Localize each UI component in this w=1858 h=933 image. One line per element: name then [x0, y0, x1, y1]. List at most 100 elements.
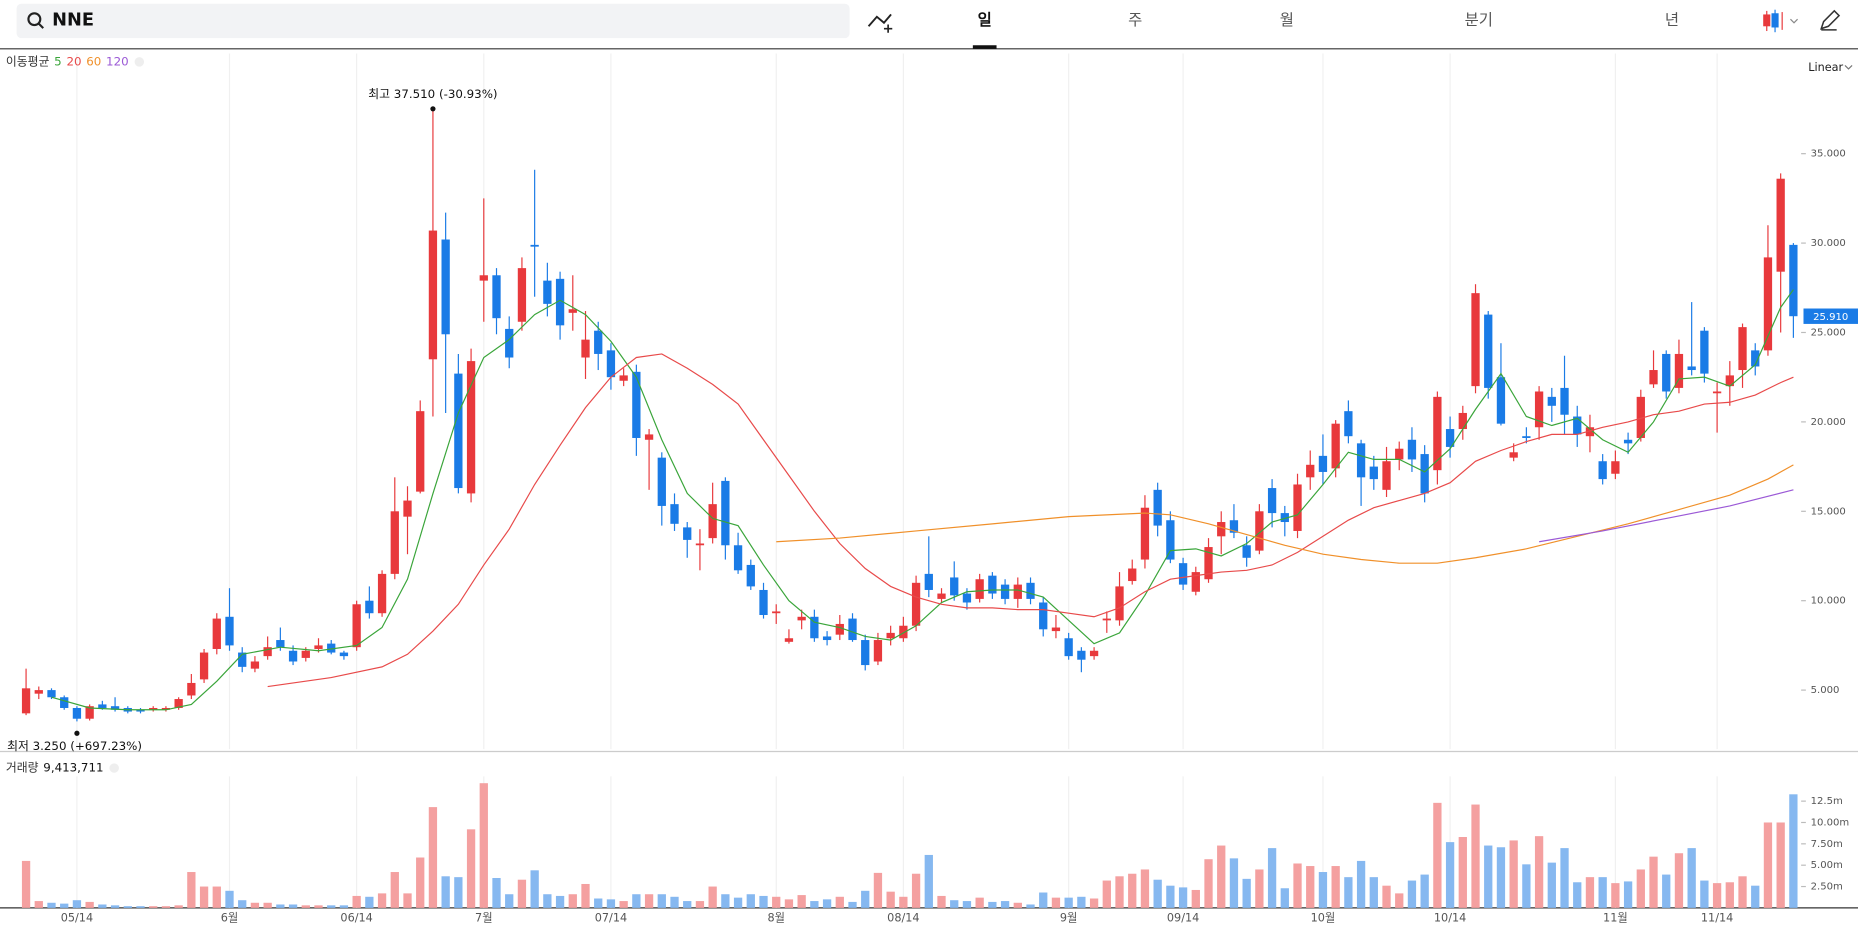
search-icon: [27, 12, 42, 27]
period-tab[interactable]: 분기: [1465, 11, 1493, 29]
candle-body: [1140, 507, 1150, 560]
candle-body: [288, 650, 298, 662]
candle-body: [1420, 454, 1429, 494]
volume-bar: [441, 876, 450, 908]
candle-body: [721, 480, 730, 546]
candle-body: [1484, 314, 1493, 388]
volume-bar: [1789, 794, 1798, 908]
candle-body: [644, 434, 654, 440]
period-tab[interactable]: 월: [1280, 11, 1294, 29]
volume-bar: [733, 897, 743, 908]
volume-bar: [1547, 862, 1556, 908]
volume-bar: [835, 896, 844, 908]
volume-bar: [390, 872, 399, 908]
candle-body: [632, 371, 641, 438]
volume-bar: [136, 906, 145, 908]
volume-bar: [21, 860, 31, 908]
candle-body: [1649, 370, 1658, 385]
volume-bar: [365, 896, 374, 908]
legend-close[interactable]: [109, 763, 119, 773]
search-text[interactable]: NNE: [52, 10, 94, 30]
icon-part: [1790, 18, 1798, 24]
candle-body: [733, 545, 743, 571]
chart-type-icon[interactable]: [1763, 9, 1798, 33]
candle-body: [886, 632, 895, 639]
volume-bar: [1662, 874, 1671, 908]
candle-body: [1573, 416, 1582, 435]
volume-bar: [1636, 869, 1645, 908]
x-tick-label: 9월: [1060, 912, 1078, 925]
volume-bar: [1445, 842, 1455, 908]
volume-bar: [1064, 897, 1073, 908]
volume-bar: [492, 878, 501, 908]
candle-body: [1039, 602, 1048, 630]
candle-body: [416, 411, 425, 492]
volume-bar: [1674, 853, 1684, 908]
volume-bar: [466, 829, 476, 908]
period-tab[interactable]: 년: [1665, 11, 1679, 29]
y-tick-label: 30.000: [1811, 238, 1846, 249]
volume-bar: [34, 901, 43, 908]
candle-body: [1445, 429, 1455, 447]
volume-legend-value: 9,413,711: [43, 761, 103, 775]
candle-body: [606, 350, 616, 378]
volume-bar: [1178, 887, 1188, 908]
y-tick-label: 5.00m: [1811, 860, 1843, 871]
volume-bar: [1484, 845, 1493, 908]
volume-bar: [962, 901, 972, 908]
legend-title: 이동평균: [6, 54, 50, 68]
period-tab[interactable]: 일: [978, 11, 992, 29]
candle-body: [403, 500, 412, 517]
indicator-icon[interactable]: [867, 13, 892, 27]
candle-body: [1789, 244, 1798, 317]
search-box[interactable]: [16, 3, 850, 39]
candle-body: [1242, 545, 1251, 558]
volume-bar: [110, 905, 120, 908]
candle-body: [1433, 396, 1442, 471]
volume-bar: [98, 904, 107, 908]
candle-body: [517, 268, 527, 322]
candle-body: [683, 527, 692, 540]
legend-entry[interactable]: 120: [106, 54, 129, 68]
x-tick-label: 7월: [475, 912, 493, 925]
y-tick-label: 7.50m: [1811, 839, 1843, 850]
volume-bar: [568, 894, 577, 908]
volume-bar: [238, 900, 247, 908]
volume-bar: [377, 893, 387, 908]
icon-part: [1763, 14, 1771, 27]
search-icon: [37, 22, 45, 29]
candle-body: [238, 652, 247, 667]
candle-body: [1331, 423, 1340, 469]
volume-bar: [657, 894, 666, 908]
volume-bar: [517, 879, 527, 908]
legend-entry[interactable]: 5: [54, 54, 62, 68]
candle-body: [174, 699, 183, 708]
volume-bar: [1051, 897, 1061, 908]
candle-body: [1674, 353, 1684, 388]
candle-body: [1458, 412, 1467, 430]
legend-entry[interactable]: 20: [66, 54, 81, 68]
volume-bar: [352, 895, 361, 908]
legend-close[interactable]: [134, 57, 145, 67]
extreme-label: 최고 37.510 (-30.93%): [368, 87, 497, 101]
volume-bar: [1649, 856, 1658, 908]
candle-body: [861, 640, 870, 666]
draw-icon[interactable]: [1820, 9, 1841, 31]
candle-body: [950, 577, 959, 596]
period-tab[interactable]: 주: [1128, 11, 1142, 29]
volume-bar: [1013, 902, 1022, 908]
candle-body: [1102, 618, 1111, 621]
volume-bar: [555, 895, 565, 908]
scale-select[interactable]: Linear: [1808, 61, 1843, 74]
volume-bar: [670, 896, 679, 908]
volume-bar: [1458, 837, 1467, 908]
x-tick-label: 07/14: [595, 912, 627, 925]
candle-body: [1407, 439, 1417, 460]
volume-bar: [797, 895, 806, 908]
legend-entry[interactable]: 60: [86, 54, 101, 68]
candle-body: [1509, 452, 1518, 458]
volume-bar: [1369, 877, 1378, 908]
candle-body: [365, 600, 374, 614]
candle-body: [835, 623, 844, 635]
moving-average-line: [1539, 489, 1794, 543]
